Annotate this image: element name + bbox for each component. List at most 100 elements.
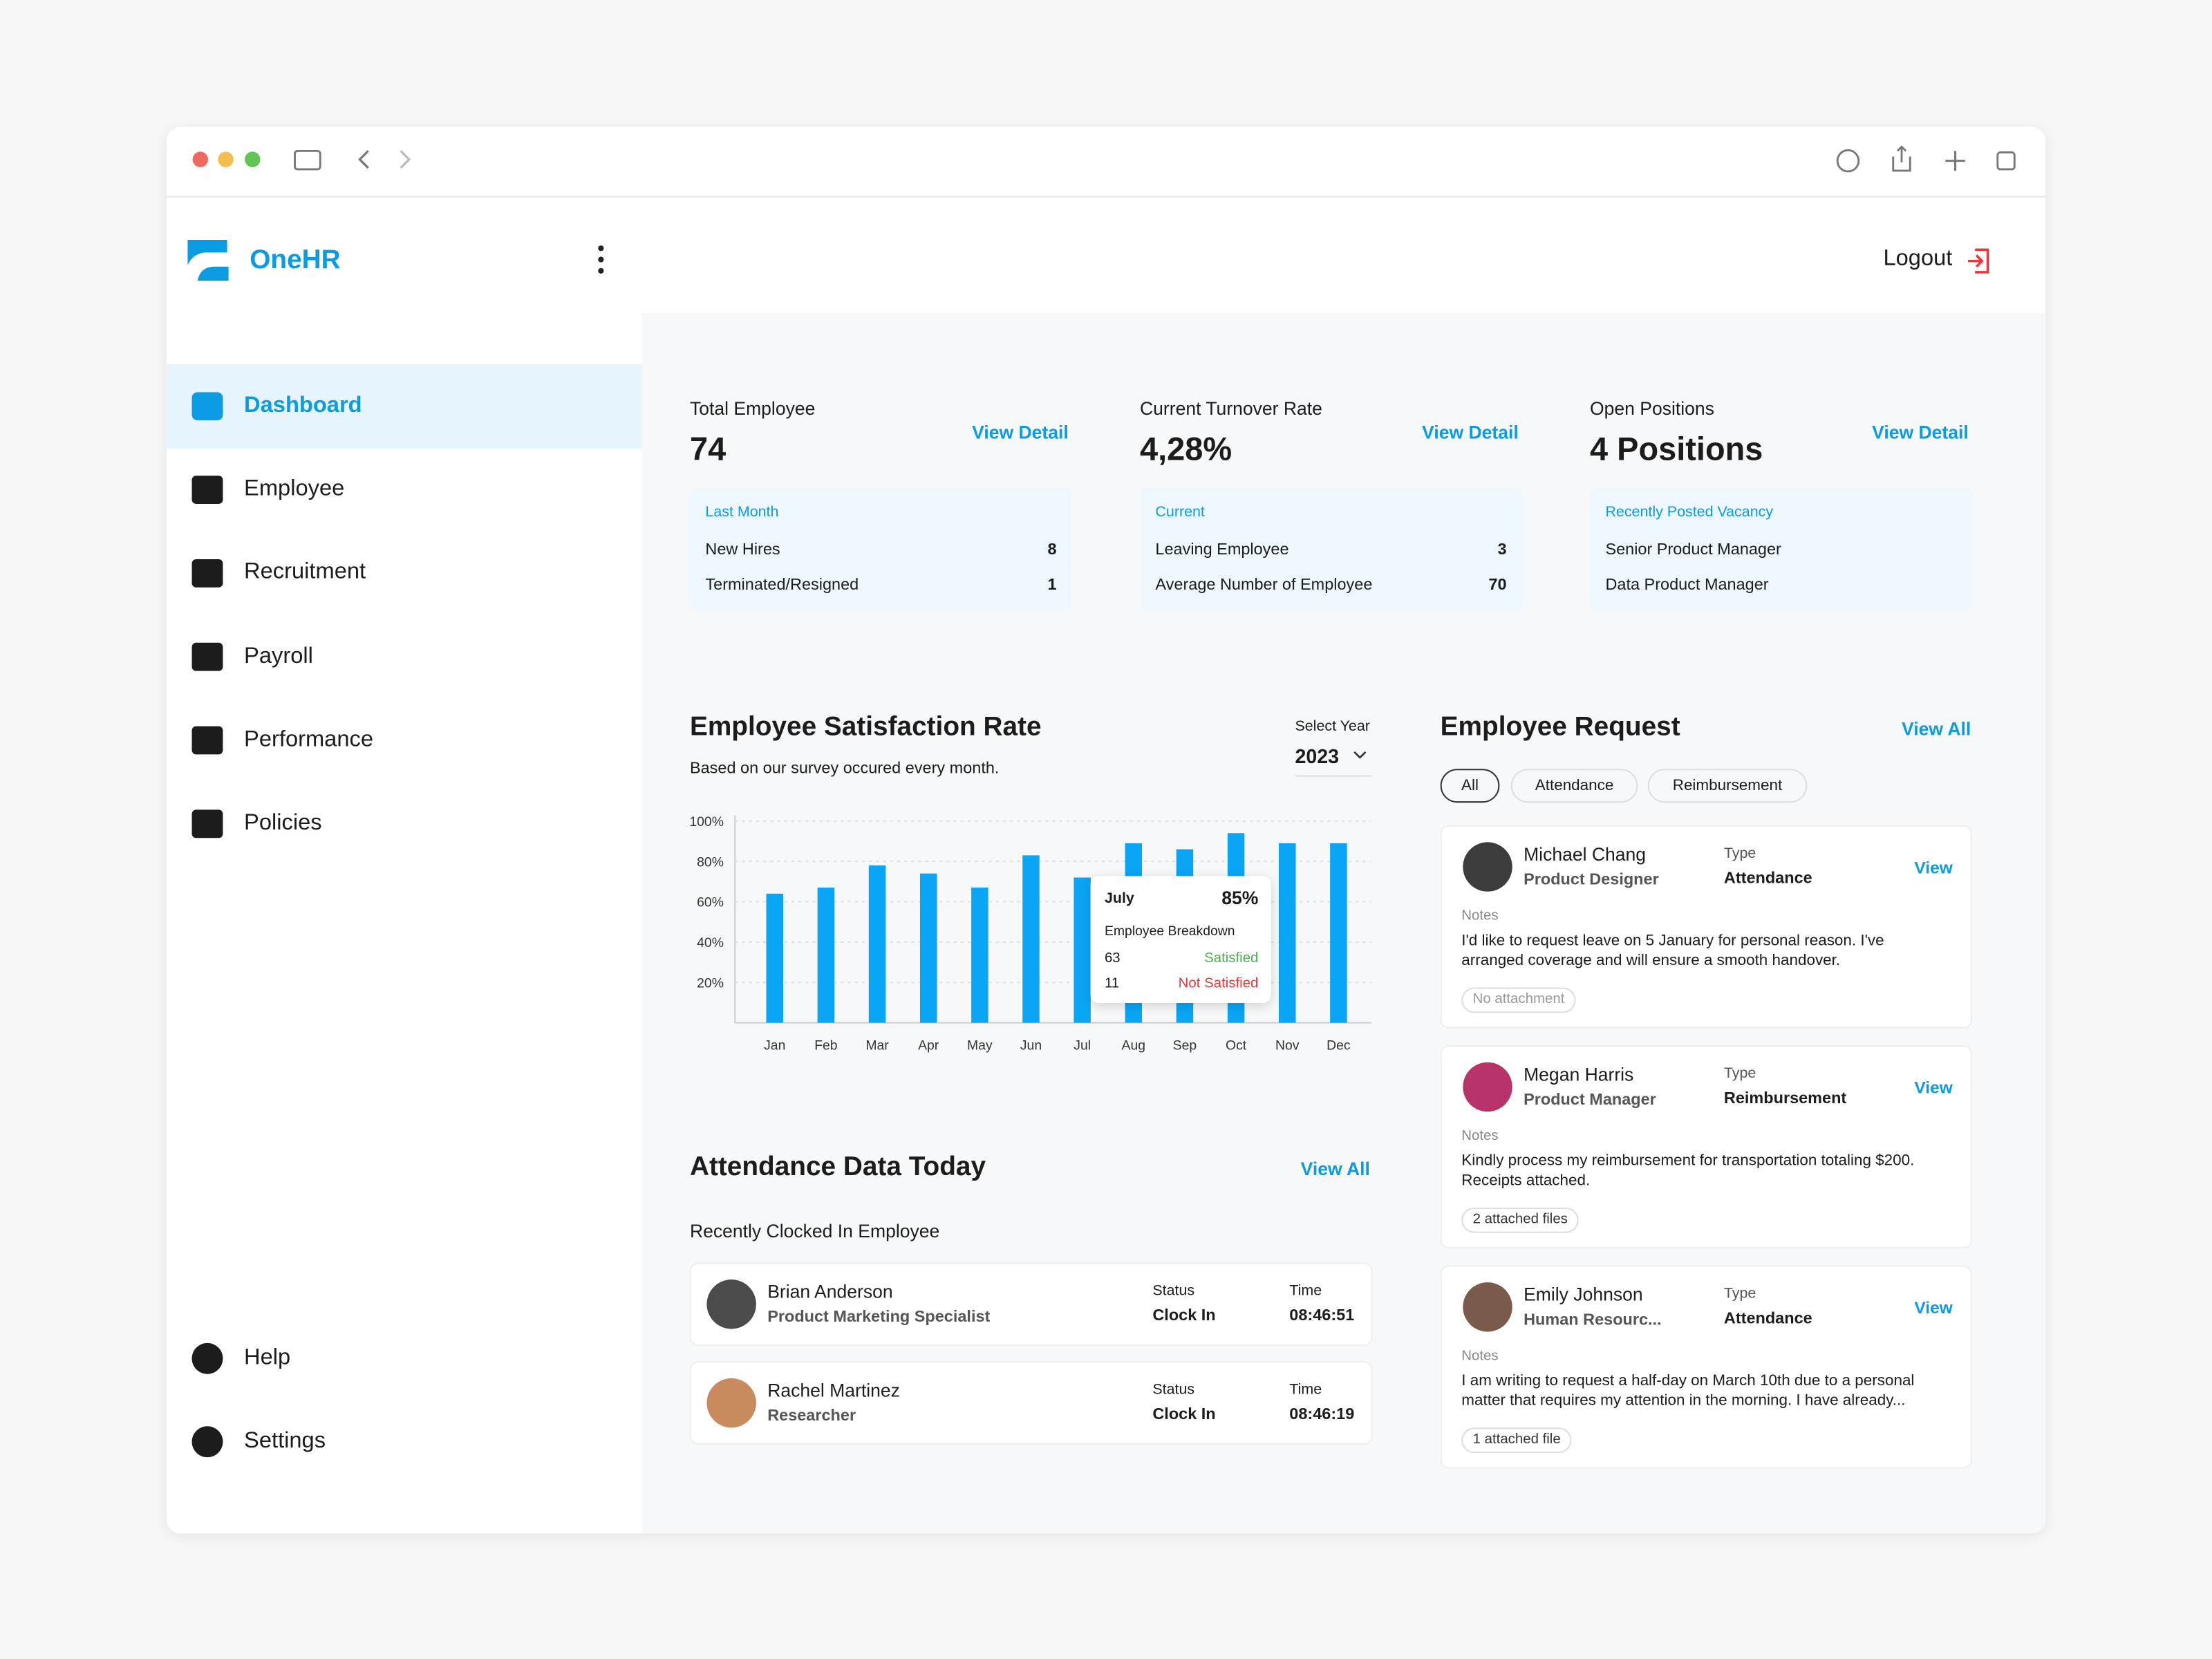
tooltip-heading: Employee Breakdown <box>1104 924 1235 940</box>
note-text: Kindly process my reimbursement for tran… <box>1461 1152 1915 1190</box>
avatar <box>706 1280 756 1329</box>
view-all[interactable]: View All <box>1300 1158 1370 1180</box>
tooltip-month: July <box>1104 890 1134 908</box>
satisfied-label: Satisfied <box>1204 950 1259 966</box>
window-button <box>218 151 234 167</box>
request-title: Employee Request <box>1440 712 1680 742</box>
notes-label: Notes <box>1461 908 1499 924</box>
x-tick-label: Oct <box>1226 1038 1247 1053</box>
x-tick-label: Jan <box>764 1038 785 1053</box>
type-label: Type <box>1723 1285 1756 1302</box>
view-detail[interactable]: View Detail <box>1872 422 1969 443</box>
avatar <box>706 1378 756 1428</box>
back-icon <box>358 150 369 169</box>
logout[interactable]: Logout <box>1883 247 1953 271</box>
attachment-chip[interactable]: 2 attached files <box>1461 1207 1580 1233</box>
status-value: Clock In <box>1152 1307 1216 1325</box>
stat-box-title: Recently Posted Vacancy <box>1605 503 1774 521</box>
download-icon <box>1836 149 1860 173</box>
stat-row-value: 70 <box>1488 577 1507 594</box>
type-value: Attendance <box>1723 1310 1812 1328</box>
avatar <box>1463 842 1512 892</box>
nav-item[interactable]: Settings <box>244 1429 326 1454</box>
bar <box>766 893 783 1023</box>
nav-item[interactable]: Policies <box>244 811 322 836</box>
request-item <box>1440 825 1973 1029</box>
note-text: I'd like to request leave on 5 January f… <box>1461 932 1884 970</box>
forward-icon <box>400 150 411 169</box>
bar <box>1074 877 1091 1023</box>
stat-box-title: Current <box>1155 503 1205 521</box>
share-icon <box>1892 145 1911 172</box>
view-detail[interactable]: View Detail <box>972 422 1069 443</box>
note-text: I am writing to request a half-day on Ma… <box>1461 1372 1915 1409</box>
stat-row-label: Data Product Manager <box>1605 577 1769 594</box>
status-value: Clock In <box>1152 1406 1216 1424</box>
requester-role: Product Manager <box>1524 1091 1656 1109</box>
attachment-chip[interactable]: 1 attached file <box>1461 1427 1573 1454</box>
nav-item[interactable]: Payroll <box>244 644 313 668</box>
nav-icon <box>191 1342 223 1374</box>
nav-item[interactable]: Recruitment <box>244 561 366 585</box>
attendance-title: Attendance Data Today <box>689 1152 986 1183</box>
bar <box>1278 843 1296 1023</box>
x-tick-label: Feb <box>814 1038 837 1053</box>
employee-name: Brian Anderson <box>767 1281 893 1302</box>
nav-active <box>166 364 642 449</box>
stat-value: 4,28% <box>1139 430 1232 467</box>
view-link[interactable]: View <box>1914 857 1953 878</box>
x-tick-label: Apr <box>918 1038 939 1053</box>
filter-chip[interactable]: All <box>1440 769 1500 803</box>
requester-role: Human Resourc... <box>1524 1311 1662 1329</box>
logo <box>187 239 229 281</box>
stat-title: Open Positions <box>1589 397 1714 420</box>
avatar <box>1463 1282 1512 1332</box>
nav-item[interactable]: Performance <box>244 727 373 752</box>
type-value: Reimbursement <box>1723 1090 1847 1108</box>
x-tick-label: Sep <box>1173 1038 1197 1053</box>
year-select[interactable]: 2023 <box>1295 744 1340 768</box>
stat-value: 4 Positions <box>1589 430 1763 467</box>
nav-item[interactable]: Dashboard <box>244 393 362 418</box>
stat-title: Current Turnover Rate <box>1139 397 1322 420</box>
dropdown-icon <box>1353 751 1367 759</box>
not-satisfied-label: Not Satisfied <box>1178 976 1259 992</box>
x-tick-label: Jul <box>1074 1038 1091 1053</box>
view-link[interactable]: View <box>1914 1297 1953 1318</box>
attendance-row <box>689 1361 1373 1445</box>
nav-icon <box>191 642 223 671</box>
stat-box <box>689 488 1073 611</box>
filter-chip[interactable]: Reimbursement <box>1647 769 1808 803</box>
nav-item[interactable]: Employee <box>244 477 345 501</box>
nav-icon <box>191 476 223 504</box>
x-tick-label: May <box>967 1038 993 1053</box>
new-tab-icon <box>1945 151 1965 171</box>
view-detail[interactable]: View Detail <box>1422 422 1519 443</box>
stat-row-label: Senior Product Manager <box>1605 541 1781 559</box>
nav-icon <box>191 559 223 588</box>
type-label: Type <box>1723 1065 1756 1082</box>
type-value: Attendance <box>1723 870 1812 888</box>
nav-item[interactable]: Help <box>244 1345 291 1370</box>
attachment-chip[interactable]: No attachment <box>1461 987 1576 1013</box>
requester-name: Megan Harris <box>1524 1063 1634 1085</box>
filter-chip[interactable]: Attendance <box>1510 769 1638 803</box>
notes-label: Notes <box>1461 1128 1499 1145</box>
employee-name: Rachel Martinez <box>767 1379 900 1401</box>
time-label: Time <box>1289 1380 1322 1398</box>
tooltip-rate: 85% <box>1221 887 1259 909</box>
nav-icon <box>191 1426 223 1458</box>
stat-row-value: 1 <box>1047 577 1057 594</box>
bar <box>868 865 886 1023</box>
menu-dot <box>598 256 604 263</box>
type-label: Type <box>1723 845 1756 862</box>
chart-title: Employee Satisfaction Rate <box>689 712 1042 742</box>
nav-icon <box>191 726 223 755</box>
employee-role: Researcher <box>767 1407 856 1425</box>
y-tick-label: 20% <box>697 975 724 991</box>
view-link[interactable]: View <box>1914 1078 1953 1098</box>
view-all[interactable]: View All <box>1902 718 1971 740</box>
